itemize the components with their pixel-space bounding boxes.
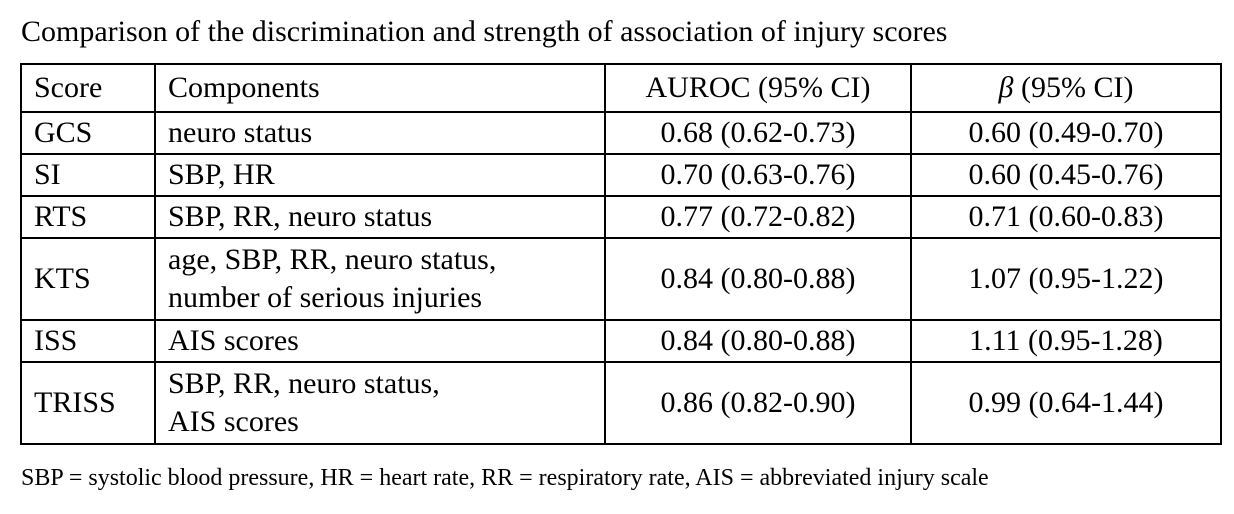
table-row: SI SBP, HR 0.70 (0.63-0.76) 0.60 (0.45-0… (20, 153, 1222, 197)
header-auroc: AUROC (95% CI) (604, 63, 912, 113)
header-beta-ci: (95% CI) (1013, 71, 1134, 104)
cell-auroc: 0.77 (0.72-0.82) (604, 195, 912, 239)
injury-scores-table: Score Components AUROC (95% CI) β (95% C… (20, 63, 1222, 445)
cell-components: SBP, RR, neuro status, AIS scores (154, 361, 606, 445)
cell-score: GCS (20, 111, 156, 155)
beta-symbol: β (998, 71, 1014, 104)
cell-beta: 1.07 (0.95-1.22) (910, 237, 1222, 321)
header-row: Score Components AUROC (95% CI) β (95% C… (20, 63, 1222, 113)
cell-components: neuro status (154, 111, 606, 155)
cell-score: ISS (20, 319, 156, 363)
components-line: age, SBP, RR, neuro status, (168, 243, 497, 276)
cell-components: SBP, HR (154, 153, 606, 197)
table-row: ISS AIS scores 0.84 (0.80-0.88) 1.11 (0.… (20, 319, 1222, 363)
cell-score: SI (20, 153, 156, 197)
cell-score: KTS (20, 237, 156, 321)
table-row: KTS age, SBP, RR, neuro status, number o… (20, 237, 1222, 321)
cell-beta: 0.60 (0.49-0.70) (910, 111, 1222, 155)
cell-auroc: 0.86 (0.82-0.90) (604, 361, 912, 445)
cell-auroc: 0.84 (0.80-0.88) (604, 319, 912, 363)
cell-auroc: 0.70 (0.63-0.76) (604, 153, 912, 197)
cell-components: SBP, RR, neuro status (154, 195, 606, 239)
cell-score: RTS (20, 195, 156, 239)
cell-components: AIS scores (154, 319, 606, 363)
components-line: AIS scores (168, 405, 299, 438)
cell-beta: 0.99 (0.64-1.44) (910, 361, 1222, 445)
cell-beta: 0.60 (0.45-0.76) (910, 153, 1222, 197)
header-score: Score (20, 63, 156, 113)
table-row: TRISS SBP, RR, neuro status, AIS scores … (20, 361, 1222, 445)
header-beta: β (95% CI) (910, 63, 1222, 113)
components-line: number of serious injuries (168, 281, 483, 314)
cell-auroc: 0.68 (0.62-0.73) (604, 111, 912, 155)
cell-score: TRISS (20, 361, 156, 445)
footnote: SBP = systolic blood pressure, HR = hear… (21, 465, 989, 491)
cell-components: age, SBP, RR, neuro status, number of se… (154, 237, 606, 321)
cell-auroc: 0.84 (0.80-0.88) (604, 237, 912, 321)
header-components: Components (154, 63, 606, 113)
table-title: Comparison of the discrimination and str… (21, 15, 948, 48)
cell-beta: 1.11 (0.95-1.28) (910, 319, 1222, 363)
table-row: GCS neuro status 0.68 (0.62-0.73) 0.60 (… (20, 111, 1222, 155)
table-row: RTS SBP, RR, neuro status 0.77 (0.72-0.8… (20, 195, 1222, 239)
cell-beta: 0.71 (0.60-0.83) (910, 195, 1222, 239)
components-line: SBP, RR, neuro status, (168, 367, 440, 400)
